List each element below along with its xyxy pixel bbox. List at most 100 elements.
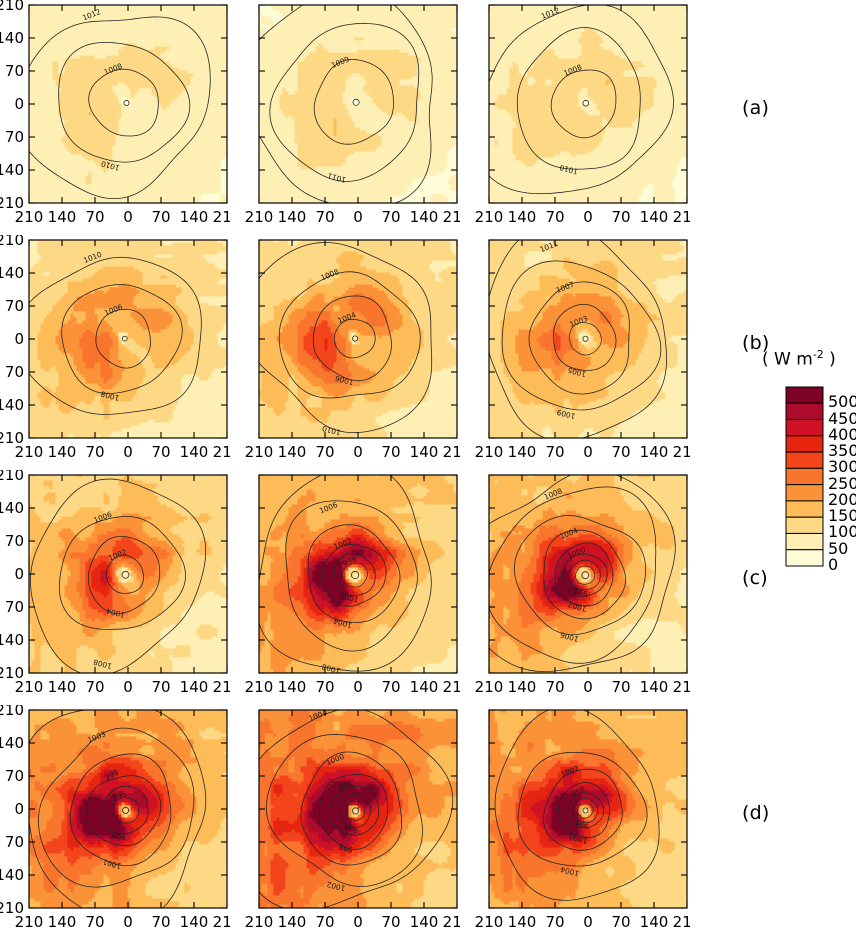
panel-container-c3: 9981000100210041006100821014070070140210 [460, 470, 690, 705]
y-tick-label: 210 [0, 235, 24, 249]
x-tick-label: 210 [475, 678, 504, 696]
colorbar-swatch [786, 452, 823, 468]
x-tick-label: 70 [315, 913, 334, 931]
x-tick-label: 70 [545, 208, 564, 226]
x-tick-label: 0 [583, 913, 593, 931]
flux-shading [29, 475, 228, 674]
x-tick-label: 70 [381, 678, 400, 696]
x-tick-label: 0 [583, 443, 593, 461]
colorbar-swatch [786, 485, 823, 501]
x-tick-label: 210 [443, 678, 460, 696]
y-tick-label: 0 [14, 800, 24, 818]
x-tick-label: 210 [673, 443, 690, 461]
y-tick-label: 140 [0, 631, 24, 649]
x-tick-label: 70 [151, 443, 170, 461]
x-tick-label: 210 [245, 208, 274, 226]
x-tick-label: 140 [508, 208, 537, 226]
x-tick-label: 70 [85, 443, 104, 461]
colorbar-title-close: ) [824, 350, 836, 370]
x-tick-label: 140 [410, 443, 439, 461]
x-tick-label: 140 [278, 678, 307, 696]
x-tick-label: 210 [245, 678, 274, 696]
colorbar-title-main: ( W m [762, 350, 813, 370]
x-tick-label: 70 [611, 913, 630, 931]
x-tick-label: 70 [315, 208, 334, 226]
y-tick-label: 70 [5, 62, 24, 80]
x-tick-label: 210 [15, 208, 44, 226]
x-tick-label: 140 [180, 208, 209, 226]
panel-a-3: 10081010101221014070070140210 [460, 0, 690, 235]
colorbar-swatch [786, 420, 823, 436]
x-tick-label: 210 [443, 913, 460, 931]
y-tick-label: 140 [0, 866, 24, 884]
panel-d-1: 9959979991001100321021014014070700070701… [0, 705, 230, 940]
panel-d-3: 99699810001002100421014070070140210 [460, 705, 690, 940]
x-tick-label: 140 [508, 913, 537, 931]
row-label-a: (a) [742, 97, 769, 119]
colorbar-swatch [786, 387, 823, 403]
x-tick-label: 210 [213, 678, 230, 696]
x-tick-label: 70 [85, 913, 104, 931]
colorbar [785, 386, 824, 567]
colorbar-swatch [786, 436, 823, 452]
panel-container-c2: 9981000100210041006100821014070070140210 [230, 470, 460, 705]
colorbar-tick-label: 0 [828, 557, 838, 573]
x-tick-label: 140 [640, 208, 669, 226]
flux-shading [489, 475, 688, 674]
x-tick-label: 140 [48, 443, 77, 461]
row-label-c: (c) [742, 567, 768, 589]
x-tick-label: 70 [315, 678, 334, 696]
colorbar-swatch [786, 403, 823, 419]
y-tick-label: 70 [5, 297, 24, 315]
x-tick-label: 140 [180, 443, 209, 461]
x-tick-label: 140 [180, 678, 209, 696]
x-tick-label: 140 [640, 913, 669, 931]
x-tick-label: 210 [475, 913, 504, 931]
panel-d-2: 99499699810001002100421014070070140210 [230, 705, 460, 940]
x-tick-label: 210 [443, 208, 460, 226]
panel-a-2: 1009101121014070070140210 [230, 0, 460, 235]
x-tick-label: 140 [410, 208, 439, 226]
x-tick-label: 210 [213, 913, 230, 931]
colorbar-title-exponent: -2 [813, 348, 824, 361]
flux-shading [29, 240, 228, 439]
x-tick-label: 210 [475, 208, 504, 226]
y-tick-label: 0 [14, 565, 24, 583]
y-tick-label: 70 [5, 598, 24, 616]
x-tick-label: 140 [278, 443, 307, 461]
panel-container-a2: 1009101121014070070140210 [230, 0, 460, 235]
x-tick-label: 70 [151, 678, 170, 696]
panel-b-3: 1003100510071009101121014070070140210 [460, 235, 690, 470]
x-tick-label: 70 [381, 913, 400, 931]
x-tick-label: 210 [213, 208, 230, 226]
colorbar-swatch [786, 550, 823, 566]
x-tick-label: 140 [180, 913, 209, 931]
y-tick-label: 70 [5, 833, 24, 851]
x-tick-label: 70 [545, 913, 564, 931]
colorbar-tick-label: 300 [828, 459, 856, 475]
x-tick-label: 140 [410, 678, 439, 696]
panel-container-a3: 10081010101221014070070140210 [460, 0, 690, 235]
panel-container-d3: 99699810001002100421014070070140210 [460, 705, 690, 940]
x-tick-label: 70 [85, 208, 104, 226]
x-tick-label: 140 [278, 208, 307, 226]
x-tick-label: 210 [443, 443, 460, 461]
panel-a-1: 1008101010122102101401407070007070140140… [0, 0, 230, 235]
x-tick-label: 140 [48, 678, 77, 696]
colorbar-swatch [786, 468, 823, 484]
y-tick-label: 210 [0, 470, 24, 484]
panel-container-d2: 99499699810001002100421014070070140210 [230, 705, 460, 940]
x-tick-label: 0 [353, 913, 363, 931]
x-tick-label: 210 [15, 678, 44, 696]
x-tick-label: 70 [381, 208, 400, 226]
x-tick-label: 70 [315, 443, 334, 461]
x-tick-label: 210 [15, 913, 44, 931]
panel-c-2: 9981000100210041006100821014070070140210 [230, 470, 460, 705]
colorbar-title: ( W m-2 ) [762, 348, 836, 370]
x-tick-label: 140 [508, 443, 537, 461]
x-tick-label: 70 [611, 678, 630, 696]
